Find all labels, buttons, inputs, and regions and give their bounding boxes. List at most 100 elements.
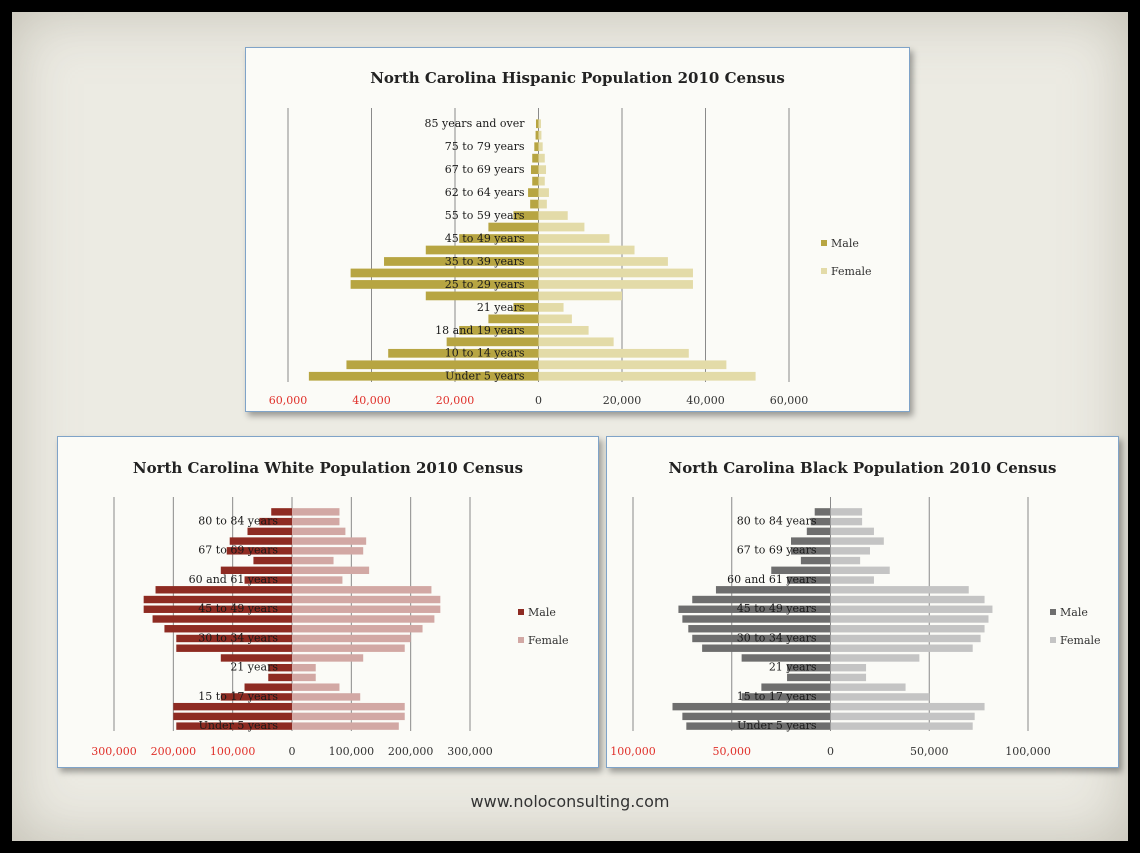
legend-label-male: Male xyxy=(528,606,556,619)
bar-female-16 xyxy=(292,566,370,575)
x-tick-label: 100,000 xyxy=(210,745,256,758)
bar-female-19 xyxy=(538,153,545,163)
legend-swatch-male xyxy=(518,609,524,615)
bar-female-10 xyxy=(292,625,423,633)
chart-white: Under 5 years 15 to 17 years 21 years 30 to… xyxy=(91,497,569,758)
bar-female-6 xyxy=(830,663,867,672)
category-label: 21 years xyxy=(769,661,817,674)
category-label: 55 to 59 years xyxy=(445,209,525,222)
legend-label-male: Male xyxy=(1060,606,1088,619)
x-tick-label: 20,000 xyxy=(603,394,642,407)
bar-female-16 xyxy=(830,566,890,575)
bar-male-6 xyxy=(268,663,292,672)
legend-label-male: Male xyxy=(831,237,859,250)
bar-male-0 xyxy=(176,722,292,730)
bar-male-10 xyxy=(164,625,292,633)
bar-male-8 xyxy=(702,644,831,652)
bar-male-20 xyxy=(806,527,831,536)
bar-female-17 xyxy=(292,556,334,565)
bar-female-15 xyxy=(830,576,874,584)
bar-male-22 xyxy=(814,508,831,516)
bar-male-22 xyxy=(535,119,539,129)
bar-female-5 xyxy=(292,673,316,682)
bar-male-14 xyxy=(513,211,539,220)
x-tick-label: 0 xyxy=(827,745,834,758)
bar-female-21 xyxy=(538,130,542,140)
bar-male-2 xyxy=(672,702,831,711)
bar-male-6 xyxy=(513,303,539,312)
bar-male-19 xyxy=(532,153,539,163)
bar-female-21 xyxy=(830,517,863,526)
x-tick-label: 100,000 xyxy=(329,745,375,758)
category-label: 10 to 14 years xyxy=(445,347,525,360)
bar-male-9 xyxy=(176,634,292,643)
bar-female-10 xyxy=(538,257,668,266)
bar-female-13 xyxy=(538,222,585,232)
x-tick-label: 200,000 xyxy=(388,745,434,758)
bar-female-22 xyxy=(292,508,340,516)
bar-female-4 xyxy=(830,683,906,691)
x-tick-label: 50,000 xyxy=(713,745,752,758)
category-label: 85 years and over xyxy=(425,117,526,130)
bar-male-2 xyxy=(173,702,292,711)
bar-female-0 xyxy=(538,371,756,381)
bar-female-17 xyxy=(538,176,545,186)
bar-male-2 xyxy=(388,348,539,358)
bar-male-15 xyxy=(244,576,292,584)
bar-female-18 xyxy=(830,547,870,555)
bar-female-0 xyxy=(830,722,973,730)
bar-female-6 xyxy=(292,663,316,672)
category-label: 75 to 79 years xyxy=(445,140,525,153)
bar-male-17 xyxy=(253,556,292,565)
bar-female-14 xyxy=(292,586,432,594)
bar-male-7 xyxy=(220,654,292,662)
legend-swatch-male xyxy=(1050,609,1056,615)
x-tick-label: 300,000 xyxy=(91,745,137,758)
bar-male-3 xyxy=(446,337,539,347)
legend-swatch-male xyxy=(821,240,827,246)
bar-female-19 xyxy=(292,537,367,545)
bar-male-15 xyxy=(787,576,831,584)
x-tick-label: 20,000 xyxy=(436,394,475,407)
category-label: Under 5 years xyxy=(737,719,817,732)
bar-female-5 xyxy=(538,314,572,324)
bar-female-5 xyxy=(830,673,867,682)
category-label: 80 to 84 years xyxy=(737,515,817,528)
x-tick-label: 0 xyxy=(289,745,296,758)
bar-female-14 xyxy=(538,211,568,220)
bar-male-1 xyxy=(346,360,539,370)
bar-female-4 xyxy=(538,325,589,335)
bar-female-12 xyxy=(830,605,993,613)
bar-male-5 xyxy=(268,673,292,682)
bar-female-21 xyxy=(292,517,340,526)
bar-male-19 xyxy=(229,537,292,545)
chart-title-black: North Carolina Black Population 2010 Cen… xyxy=(668,459,1057,477)
bar-female-15 xyxy=(292,576,343,584)
bar-male-3 xyxy=(741,693,831,701)
category-label: 30 to 34 years xyxy=(737,631,817,644)
bar-female-12 xyxy=(292,605,441,613)
bar-male-15 xyxy=(530,199,539,209)
bar-male-16 xyxy=(771,566,831,575)
category-label: 45 to 49 years xyxy=(737,602,817,615)
category-label: 62 to 64 years xyxy=(445,186,525,199)
bar-male-11 xyxy=(682,615,831,623)
bar-male-11 xyxy=(152,615,292,623)
bar-male-6 xyxy=(787,663,831,672)
bar-female-20 xyxy=(538,142,543,152)
bar-female-3 xyxy=(292,693,361,701)
x-tick-label: 100,000 xyxy=(610,745,656,758)
bar-male-7 xyxy=(741,654,831,662)
chart-title-hispanic: North Carolina Hispanic Population 2010 … xyxy=(370,69,785,87)
bar-female-22 xyxy=(830,508,863,516)
category-label: 67 to 69 years xyxy=(445,163,525,176)
bar-female-11 xyxy=(830,615,989,623)
bar-female-7 xyxy=(830,654,920,662)
category-label: 25 to 29 years xyxy=(445,278,525,291)
x-tick-label: 40,000 xyxy=(686,394,725,407)
x-tick-label: 40,000 xyxy=(352,394,391,407)
bar-female-20 xyxy=(830,527,874,536)
bar-male-20 xyxy=(534,142,539,152)
category-label: 18 and 19 years xyxy=(435,324,525,337)
category-label: 15 to 17 years xyxy=(198,690,278,703)
